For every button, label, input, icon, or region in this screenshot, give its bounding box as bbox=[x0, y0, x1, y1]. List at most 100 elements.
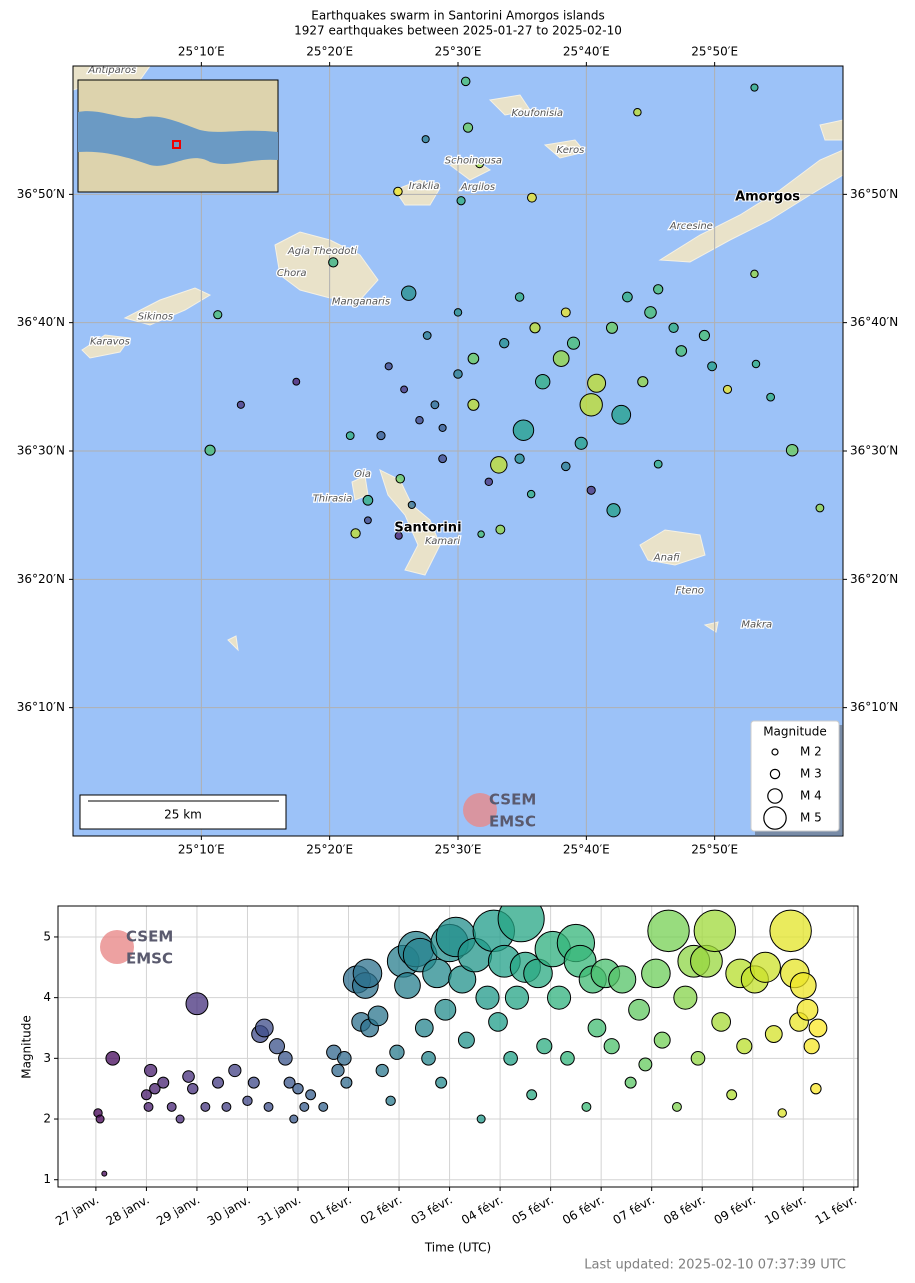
legend-title: Magnitude bbox=[763, 725, 827, 739]
y-tick-label: 36°40′N bbox=[850, 315, 898, 329]
earthquake bbox=[653, 1031, 671, 1049]
earthquake bbox=[140, 1089, 152, 1101]
earthquake bbox=[337, 1051, 352, 1066]
earthquake bbox=[622, 291, 633, 303]
earthquake bbox=[166, 1101, 177, 1112]
y-tick-label: 36°20′N bbox=[17, 572, 65, 586]
earthquake bbox=[512, 419, 535, 441]
x-tick-label: 08 févr. bbox=[661, 1193, 707, 1228]
earthquake bbox=[484, 477, 494, 487]
earthquake bbox=[157, 1076, 170, 1089]
x-tick-label: 25°10′E bbox=[178, 843, 225, 857]
scale-bar: 25 km bbox=[79, 794, 287, 830]
y-tick-label: 36°10′N bbox=[850, 700, 898, 714]
earthquake bbox=[95, 1114, 105, 1124]
earthquake bbox=[350, 528, 361, 539]
y-tick-label: 36°30′N bbox=[17, 444, 65, 458]
logo: CSEM EMSC bbox=[463, 791, 536, 831]
earthquake bbox=[587, 373, 607, 393]
place-label: Karavos bbox=[90, 337, 130, 348]
scale-label: 25 km bbox=[164, 808, 202, 822]
earthquake bbox=[340, 1076, 353, 1089]
earthquake bbox=[242, 1095, 253, 1107]
earthquake bbox=[785, 443, 799, 457]
earthquake bbox=[766, 392, 776, 402]
earthquake bbox=[375, 1063, 389, 1078]
place-label: Anafi bbox=[653, 552, 680, 563]
legend: Magnitude M 2 M 3 M 4 M 5 bbox=[750, 720, 843, 835]
earthquake bbox=[407, 500, 416, 509]
plot-frame bbox=[57, 905, 859, 1188]
island bbox=[123, 287, 212, 326]
x-tick-label: 31 janv. bbox=[255, 1193, 303, 1229]
island bbox=[274, 231, 379, 301]
earthquake bbox=[414, 1018, 434, 1038]
earthquake bbox=[263, 1101, 274, 1112]
earthquake bbox=[546, 985, 572, 1010]
place-label: Chora bbox=[277, 268, 307, 279]
earthquake bbox=[384, 362, 393, 371]
y-tick-label: 36°40′N bbox=[17, 315, 65, 329]
earthquake bbox=[367, 1005, 389, 1027]
earthquake bbox=[185, 992, 209, 1016]
earthquake bbox=[534, 373, 551, 390]
earthquake bbox=[175, 1114, 185, 1124]
earthquake bbox=[815, 503, 825, 513]
earthquake bbox=[611, 404, 632, 425]
x-tick-label: 25°30′E bbox=[435, 45, 482, 59]
place-label: Kamari bbox=[425, 536, 460, 547]
earthquake bbox=[394, 531, 403, 540]
earthquake bbox=[352, 958, 383, 989]
earthquake bbox=[581, 1101, 592, 1112]
place-label: Agia Theodoti bbox=[287, 246, 357, 257]
place-label: Iraklia bbox=[409, 181, 440, 192]
legend-label: M 4 bbox=[800, 789, 822, 803]
earthquake bbox=[608, 965, 637, 994]
x-tick-label: 02 févr. bbox=[358, 1193, 404, 1228]
x-tick-label: 25°50′E bbox=[691, 843, 738, 857]
y-tick-label: 1 bbox=[43, 1172, 51, 1186]
earthquake bbox=[810, 1082, 822, 1095]
earthquake bbox=[605, 321, 619, 334]
earthquake bbox=[647, 909, 690, 953]
earthquake bbox=[247, 1076, 260, 1089]
earthquake bbox=[393, 186, 403, 197]
y-tick-label: 2 bbox=[43, 1112, 51, 1126]
y-tick-label: 36°10′N bbox=[17, 700, 65, 714]
earthquake bbox=[587, 1018, 607, 1038]
earthquake bbox=[105, 1051, 121, 1066]
x-tick-label: 30 janv. bbox=[205, 1193, 253, 1229]
place-label: Oia bbox=[354, 469, 371, 480]
earthquake bbox=[438, 454, 448, 464]
island bbox=[379, 469, 441, 576]
earthquake bbox=[526, 1089, 538, 1101]
earthquake bbox=[749, 951, 781, 983]
earthquake bbox=[536, 1038, 553, 1055]
earthquake bbox=[385, 1095, 396, 1107]
place-label: Koufonisia bbox=[512, 108, 564, 119]
earthquake bbox=[711, 1012, 732, 1032]
earthquake bbox=[453, 369, 463, 379]
earthquake bbox=[777, 1108, 787, 1118]
island bbox=[639, 529, 706, 566]
earthquake bbox=[278, 1051, 293, 1066]
x-tick-label: 25°10′E bbox=[178, 45, 225, 59]
earthquake bbox=[268, 1038, 286, 1055]
earthquake bbox=[750, 83, 759, 92]
earthquake bbox=[673, 985, 698, 1010]
earthquake bbox=[566, 336, 581, 350]
island bbox=[658, 149, 843, 263]
logo-text: EMSC bbox=[126, 950, 173, 968]
earthquake bbox=[204, 444, 216, 456]
earthquake bbox=[475, 985, 500, 1010]
legend-label: M 2 bbox=[800, 745, 822, 759]
earthquake bbox=[803, 1038, 820, 1055]
earthquake bbox=[628, 998, 650, 1021]
earthquake bbox=[603, 1038, 620, 1055]
earthquake bbox=[497, 906, 545, 943]
earthquake bbox=[292, 377, 301, 386]
earthquake bbox=[422, 331, 432, 340]
earthquake bbox=[328, 257, 339, 268]
x-tick-label: 25°50′E bbox=[691, 45, 738, 59]
